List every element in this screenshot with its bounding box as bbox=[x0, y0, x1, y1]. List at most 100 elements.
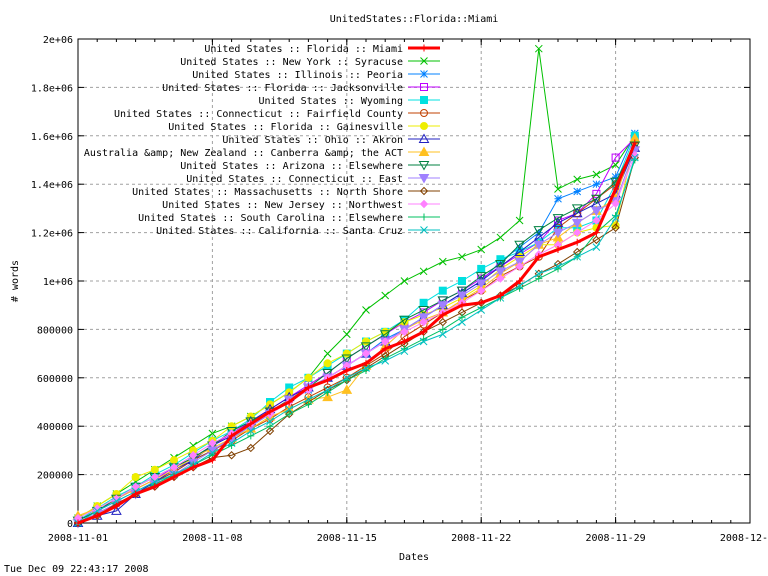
data-point bbox=[266, 408, 274, 416]
marker-shape bbox=[456, 291, 468, 302]
legend-label: United States :: Massachusetts :: North … bbox=[132, 187, 403, 198]
data-point bbox=[456, 286, 468, 297]
data-point bbox=[361, 349, 371, 358]
marker-shape bbox=[418, 174, 430, 184]
data-point bbox=[322, 368, 333, 379]
data-point bbox=[476, 286, 486, 295]
legend-entry: United States :: Florida :: Gainesville bbox=[168, 122, 440, 133]
data-point bbox=[552, 217, 564, 227]
marker-shape bbox=[475, 279, 487, 289]
marker-shape bbox=[554, 194, 562, 203]
data-point bbox=[227, 451, 236, 460]
marker-shape bbox=[477, 306, 486, 314]
marker-shape bbox=[573, 187, 582, 196]
data-point bbox=[458, 313, 466, 321]
legend-label: United States :: Wyoming bbox=[259, 96, 404, 107]
legend-label: United States :: Florida :: Jacksonville bbox=[162, 83, 403, 94]
data-point bbox=[477, 306, 486, 314]
marker-shape bbox=[420, 96, 428, 104]
marker-shape bbox=[554, 185, 562, 193]
data-point bbox=[458, 277, 466, 285]
data-point bbox=[420, 96, 428, 104]
data-point bbox=[93, 512, 101, 520]
marker-shape bbox=[420, 328, 428, 336]
marker-shape bbox=[516, 277, 524, 285]
data-point bbox=[496, 233, 505, 242]
marker-shape bbox=[342, 330, 351, 339]
data-point bbox=[170, 456, 178, 465]
data-point bbox=[458, 301, 466, 309]
data-point bbox=[419, 317, 428, 327]
data-point bbox=[380, 337, 390, 346]
data-point bbox=[456, 291, 468, 302]
marker-shape bbox=[419, 298, 428, 307]
data-point bbox=[381, 291, 390, 300]
marker-shape bbox=[285, 410, 293, 418]
marker-shape bbox=[515, 262, 524, 271]
data-point bbox=[514, 246, 525, 256]
legend-label: United States :: Florida :: Miami bbox=[204, 44, 403, 55]
marker-shape bbox=[381, 291, 390, 300]
y-tick-label: 1.6e+06 bbox=[31, 132, 73, 143]
legend-entry: Australia &amp; New Zealand :: Canberra … bbox=[84, 146, 440, 159]
legend-entry: United States :: Florida :: Jacksonville bbox=[162, 83, 440, 94]
marker-shape bbox=[419, 186, 429, 196]
marker-shape bbox=[169, 463, 179, 472]
marker-shape bbox=[265, 426, 275, 436]
marker-shape bbox=[151, 483, 159, 491]
data-point bbox=[554, 194, 562, 203]
data-point bbox=[611, 223, 620, 232]
data-point bbox=[420, 70, 428, 78]
marker-shape bbox=[554, 262, 562, 271]
data-point bbox=[420, 122, 428, 130]
y-tick-label: 2e+06 bbox=[43, 35, 73, 46]
legend-entry: United States :: Massachusetts :: North … bbox=[132, 186, 440, 198]
marker-shape bbox=[400, 277, 409, 285]
legend-label: United States :: Connecticut :: East bbox=[186, 174, 403, 185]
data-point bbox=[420, 226, 428, 234]
data-point bbox=[611, 214, 620, 222]
marker-shape bbox=[247, 420, 255, 428]
marker-shape bbox=[266, 417, 274, 426]
legend-label: United States :: Florida :: Gainesville bbox=[168, 122, 403, 133]
marker-shape bbox=[132, 490, 140, 498]
x-tick-label: 2008-11-29 bbox=[585, 533, 645, 544]
marker-shape bbox=[208, 456, 216, 464]
marker-shape bbox=[477, 264, 486, 273]
axes: 0 200000 400000 600000 800000 1e+06 1.2e+06 1.4… bbox=[31, 35, 768, 544]
data-point bbox=[592, 180, 601, 189]
marker-shape bbox=[418, 313, 429, 323]
data-point bbox=[420, 44, 428, 52]
legend-label: United States :: New Jersey :: Northwest bbox=[162, 200, 403, 211]
marker-shape bbox=[458, 313, 466, 321]
data-point bbox=[571, 207, 583, 218]
marker-shape bbox=[362, 364, 370, 372]
marker-shape bbox=[573, 175, 582, 184]
data-point bbox=[420, 57, 428, 65]
data-point bbox=[150, 465, 159, 474]
data-point bbox=[475, 272, 487, 282]
legend-label: Australia &amp; New Zealand :: Canberra … bbox=[84, 148, 403, 159]
y-tick-label: 600000 bbox=[37, 374, 73, 385]
marker-shape bbox=[400, 347, 409, 356]
data-point bbox=[477, 299, 485, 307]
data-point bbox=[439, 311, 447, 319]
legend-label: United States :: New York :: Syracuse bbox=[180, 57, 403, 68]
marker-shape bbox=[533, 240, 545, 251]
marker-shape bbox=[227, 422, 236, 431]
marker-shape bbox=[93, 512, 101, 520]
marker-shape bbox=[341, 384, 353, 394]
marker-shape bbox=[324, 376, 332, 384]
series-line bbox=[77, 157, 636, 524]
marker-shape bbox=[630, 153, 639, 162]
data-point bbox=[438, 257, 447, 266]
data-point bbox=[285, 405, 294, 414]
marker-shape bbox=[592, 180, 601, 189]
chart-title: UnitedStates::Florida::Miami bbox=[330, 14, 499, 25]
marker-shape bbox=[131, 473, 140, 482]
marker-shape bbox=[496, 274, 505, 283]
data-point bbox=[304, 383, 312, 391]
data-point bbox=[362, 306, 370, 314]
marker-shape bbox=[611, 199, 620, 208]
marker-shape bbox=[419, 317, 428, 327]
